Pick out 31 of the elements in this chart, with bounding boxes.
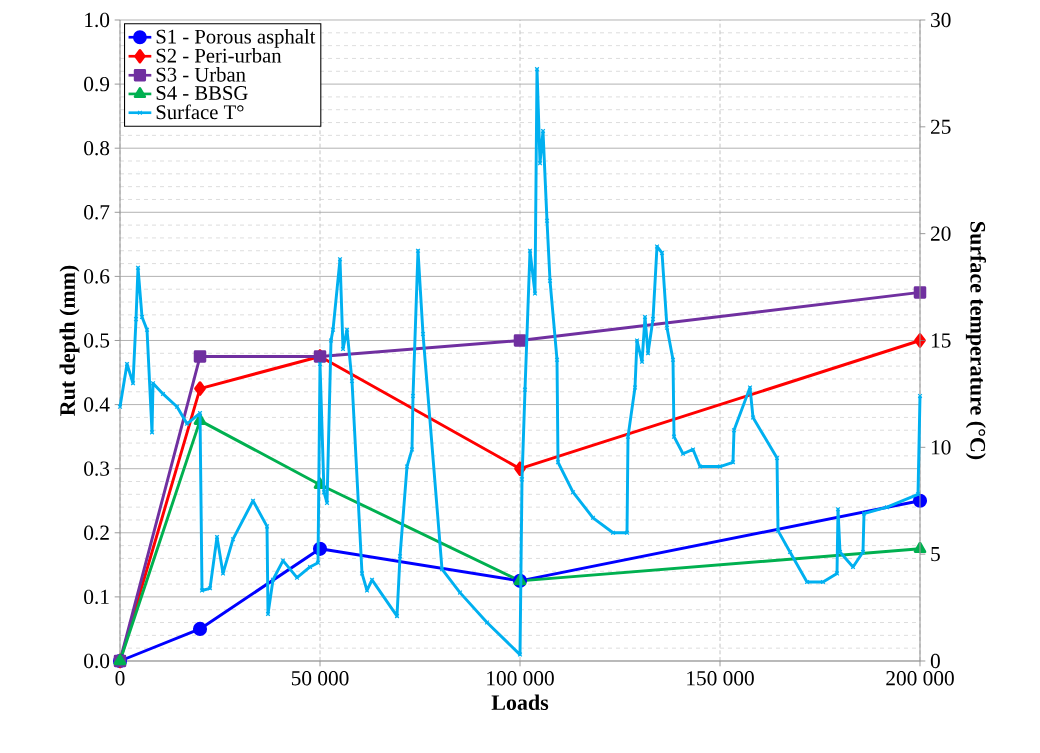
y2-tick-label: 0 (930, 653, 940, 669)
y2-tick-label: 25 (930, 119, 951, 134)
y2-tick-label: 30 (931, 12, 951, 28)
y-tick-label: 0.9 (84, 76, 110, 92)
x-tick-label: 0 (115, 671, 125, 686)
x-tick-label: 200 000 (886, 671, 954, 686)
y2-axis-title: Surface temperature (°C) (965, 222, 987, 460)
legend-label: S3 - Urban (156, 67, 246, 82)
y-tick-label: 0.0 (84, 653, 110, 669)
legend-label: S1 - Porous asphalt (156, 29, 316, 48)
y-tick-label: 1.0 (85, 12, 110, 28)
y2-tick-label: 20 (930, 226, 951, 241)
legend-label: S4 - BBSG (156, 86, 248, 100)
y-tick-label: 0.3 (84, 461, 110, 476)
legend-label: Surface T° (156, 104, 244, 120)
x-tick-label: 100 000 (487, 671, 554, 686)
y-tick-label: 0.8 (84, 140, 110, 156)
y-tick-label: 0.4 (84, 397, 110, 412)
legend-label: S2 - Peri-urban (156, 48, 282, 63)
y-axis-title: Rut depth (mm) (59, 265, 80, 416)
x-axis-title: Loads (491, 694, 549, 711)
y2-tick-label: 5 (931, 547, 940, 562)
y2-tick-label: 10 (931, 440, 951, 455)
y-tick-label: 0.1 (84, 589, 109, 605)
x-tick-label: 150 000 (687, 671, 754, 686)
y-tick-label: 0.6 (84, 269, 110, 284)
y2-tick-label: 15 (931, 333, 951, 348)
y-tick-label: 0.7 (84, 205, 110, 220)
y-tick-label: 0.2 (84, 525, 109, 541)
x-tick-label: 50 000 (291, 671, 349, 686)
y-tick-label: 0.5 (84, 333, 110, 348)
